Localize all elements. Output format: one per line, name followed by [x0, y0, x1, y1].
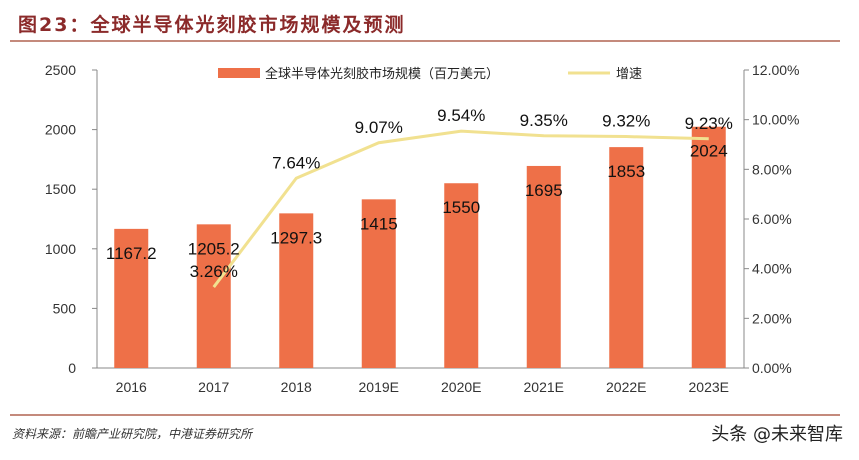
x-tick-label: 2017: [198, 379, 229, 395]
line-data-label: 9.07%: [355, 118, 403, 137]
line-data-label: 3.26%: [190, 262, 238, 281]
bar: [196, 224, 231, 368]
left-tick-label: 2000: [45, 122, 76, 138]
bar-data-label: 1695: [525, 181, 563, 200]
title-rule: [10, 40, 840, 42]
bar-data-label: 1205.2: [188, 239, 240, 258]
bar-data-label: 1167.2: [106, 244, 157, 263]
x-tick-label: 2018: [281, 379, 312, 395]
x-tick-label: 2022E: [606, 379, 646, 395]
source-rule: [10, 414, 840, 416]
right-tick-label: 2.00%: [752, 310, 792, 326]
bar: [279, 213, 314, 368]
bar: [609, 147, 644, 368]
bar: [114, 228, 149, 368]
line-data-label: 7.64%: [272, 153, 320, 172]
bar-data-label: 1415: [360, 214, 398, 233]
bar: [526, 165, 561, 368]
bar-data-label: 2024: [690, 142, 728, 161]
line-data-label: 9.54%: [437, 106, 485, 125]
left-tick-label: 0: [68, 360, 76, 376]
line-data-label: 9.35%: [520, 111, 568, 130]
x-tick-label: 2020E: [441, 379, 481, 395]
bar-data-label: 1297.3: [270, 228, 322, 247]
x-tick-label: 2016: [116, 379, 147, 395]
x-tick-label: 2021E: [524, 379, 564, 395]
x-tick-label: 2023E: [689, 379, 729, 395]
x-tick-label: 2019E: [359, 379, 399, 395]
right-tick-label: 10.00%: [752, 112, 799, 128]
growth-line: [212, 129, 709, 288]
left-tick-label: 1500: [45, 181, 76, 197]
bar: [444, 183, 479, 368]
left-tick-label: 2500: [45, 62, 76, 78]
right-tick-label: 0.00%: [752, 360, 792, 376]
right-tick-label: 8.00%: [752, 161, 792, 177]
right-tick-label: 4.00%: [752, 261, 792, 277]
line-data-label: 9.23%: [685, 114, 733, 133]
bar-data-label: 1853: [607, 162, 645, 181]
right-tick-label: 12.00%: [752, 62, 799, 78]
watermark: 头条 @未来智库: [711, 424, 843, 445]
bar-data-label: 1550: [442, 198, 480, 217]
left-tick-label: 500: [53, 300, 77, 316]
left-tick-label: 1000: [45, 241, 76, 257]
source-note: 资料来源：前瞻产业研究院，中港证券研究所: [12, 427, 253, 441]
right-tick-label: 6.00%: [752, 211, 792, 227]
legend-line-label: 增速: [616, 66, 642, 81]
line-data-label: 9.32%: [602, 112, 650, 131]
figure-title: 图23：全球半导体光刻胶市场规模及预测: [18, 14, 406, 36]
bar: [691, 126, 726, 368]
bar: [361, 199, 396, 368]
legend-bar-swatch: [218, 68, 260, 78]
legend-bar-label: 全球半导体光刻胶市场规模（百万美元）: [265, 66, 499, 81]
